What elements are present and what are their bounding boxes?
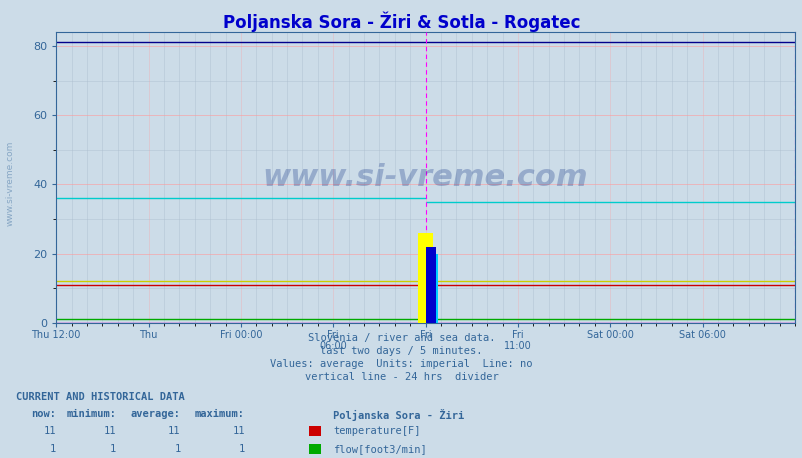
Text: vertical line - 24 hrs  divider: vertical line - 24 hrs divider [304,372,498,382]
Text: CURRENT AND HISTORICAL DATA: CURRENT AND HISTORICAL DATA [16,392,184,402]
Text: www.si-vreme.com: www.si-vreme.com [6,141,15,226]
Text: Poljanska Sora - Žiri & Sotla - Rogatec: Poljanska Sora - Žiri & Sotla - Rogatec [222,11,580,32]
Text: 11: 11 [103,426,116,436]
Text: minimum:: minimum: [67,409,116,419]
Text: Values: average  Units: imperial  Line: no: Values: average Units: imperial Line: no [270,359,532,369]
Text: Poljanska Sora - Žiri: Poljanska Sora - Žiri [333,409,464,421]
Text: 1: 1 [110,444,116,454]
Text: 11: 11 [232,426,245,436]
Text: flow[foot3/min]: flow[foot3/min] [333,444,427,454]
Text: temperature[F]: temperature[F] [333,426,420,436]
Text: last two days / 5 minutes.: last two days / 5 minutes. [320,346,482,356]
Text: average:: average: [131,409,180,419]
Text: 11: 11 [168,426,180,436]
Text: 1: 1 [50,444,56,454]
Text: maximum:: maximum: [195,409,245,419]
Text: 11: 11 [43,426,56,436]
Text: 1: 1 [238,444,245,454]
Text: www.si-vreme.com: www.si-vreme.com [262,163,588,192]
Text: 1: 1 [174,444,180,454]
Text: now:: now: [31,409,56,419]
Text: Slovenia / river and sea data.: Slovenia / river and sea data. [307,333,495,344]
